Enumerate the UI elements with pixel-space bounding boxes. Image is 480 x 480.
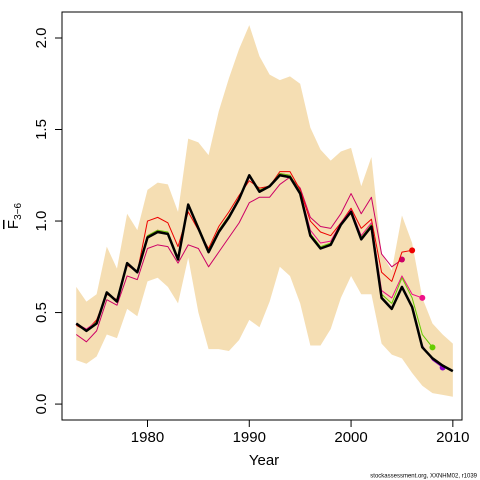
x-tick-label: 1990 [233,429,266,446]
y-axis-subscript: 3−6 [13,202,24,219]
x-tick-label: 2000 [334,429,367,446]
series-line [75,176,403,343]
peel-endpoint [419,294,426,301]
y-axis-symbol: F [5,220,22,229]
y-tick-label: 0.5 [33,302,50,323]
y-axis-label: F3−6 [5,202,24,229]
x-tick-label: 1980 [131,429,164,446]
y-tick-label: 1.0 [33,211,50,232]
y-tick-label: 2.0 [33,28,50,49]
confidence-band [76,25,453,397]
peel-endpoint [429,344,436,351]
footnote: stockassessment.org, XXNHM02, r1039 [370,474,477,480]
series-line [75,174,454,373]
y-tick-label: 0.0 [33,394,50,415]
x-axis-label: Year [249,452,279,469]
plot-frame [61,11,463,421]
y-tick-label: 1.5 [33,119,50,140]
x-tick-label: 2010 [436,429,469,446]
peel-endpoint [409,247,416,254]
